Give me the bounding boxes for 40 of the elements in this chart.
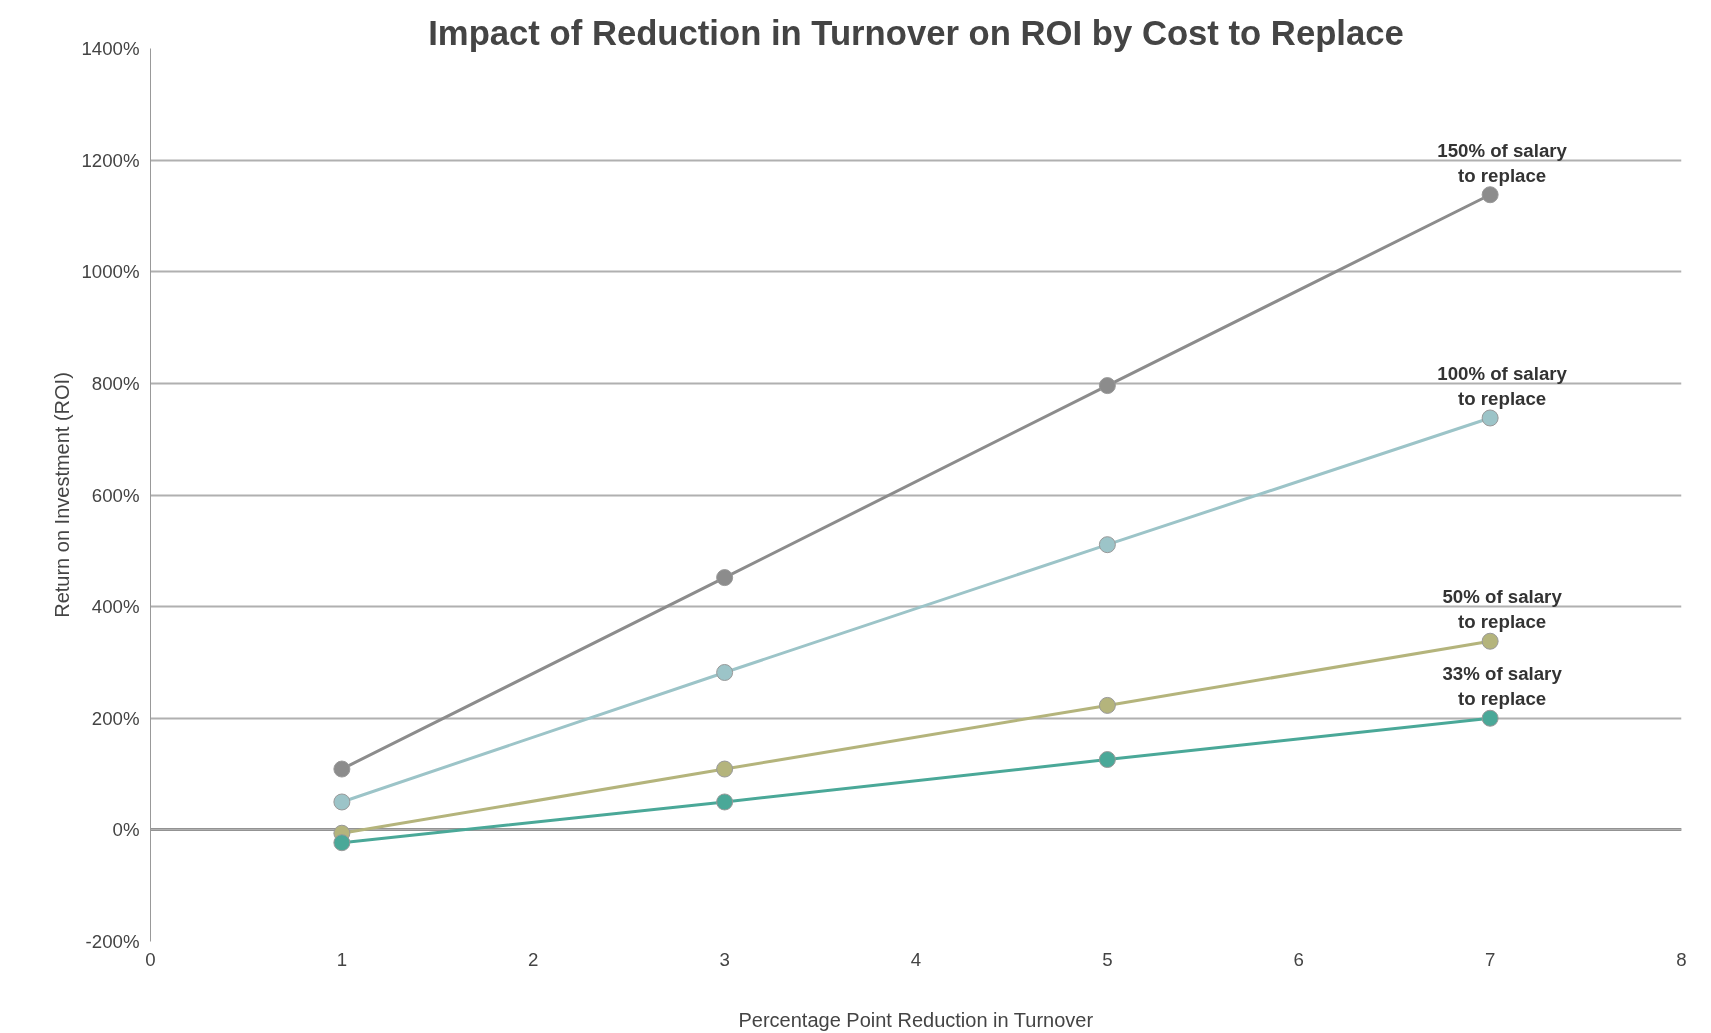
y-tick-label: 0% — [112, 819, 140, 841]
y-tick-label: 1400% — [81, 38, 140, 59]
y-tick-label: 800% — [91, 372, 140, 394]
x-tick-label: 0 — [145, 948, 156, 970]
x-tick-label: 5 — [1102, 948, 1113, 970]
point — [1481, 409, 1499, 427]
point — [333, 834, 351, 852]
point — [1098, 377, 1116, 395]
point — [716, 760, 734, 778]
x-tick-label: 2 — [528, 948, 539, 970]
y-axis-title: Return on Investment (ROI) — [51, 372, 74, 618]
x-tick-label: 4 — [910, 948, 922, 970]
x-tick-label: 3 — [719, 948, 730, 970]
point — [333, 760, 351, 778]
point — [1481, 186, 1499, 204]
point — [1098, 536, 1116, 554]
point — [716, 664, 734, 681]
series-label: 100% of salary to replace — [1437, 362, 1568, 409]
point — [716, 569, 734, 587]
point — [1481, 709, 1499, 727]
x-axis-title: Percentage Point Reduction in Turnover — [738, 1008, 1094, 1031]
point — [1481, 632, 1499, 650]
series-label: 150% of salary to replace — [1437, 139, 1568, 186]
y-tick-label: 400% — [91, 596, 140, 618]
y-tick-label: 600% — [91, 484, 140, 506]
point — [333, 793, 351, 811]
x-tick-label: 6 — [1293, 948, 1304, 970]
point — [716, 793, 734, 811]
y-tick-label: -200% — [85, 931, 140, 952]
point — [1098, 751, 1116, 769]
y-tick-label: 1000% — [81, 261, 140, 283]
y-tick-label: 1200% — [81, 149, 140, 171]
x-tick-label: 1 — [336, 948, 348, 970]
point — [1098, 696, 1116, 714]
series-label: 50% of salary to replace — [1442, 586, 1563, 633]
x-tick-label: 8 — [1676, 948, 1687, 970]
y-tick-label: 200% — [91, 707, 140, 729]
series-label: 33% of salary to replace — [1442, 663, 1563, 710]
x-tick-label: 7 — [1484, 948, 1496, 970]
chart-title: Impact of Reduction in Turnover on ROI by Cost to Replace — [428, 13, 1404, 52]
